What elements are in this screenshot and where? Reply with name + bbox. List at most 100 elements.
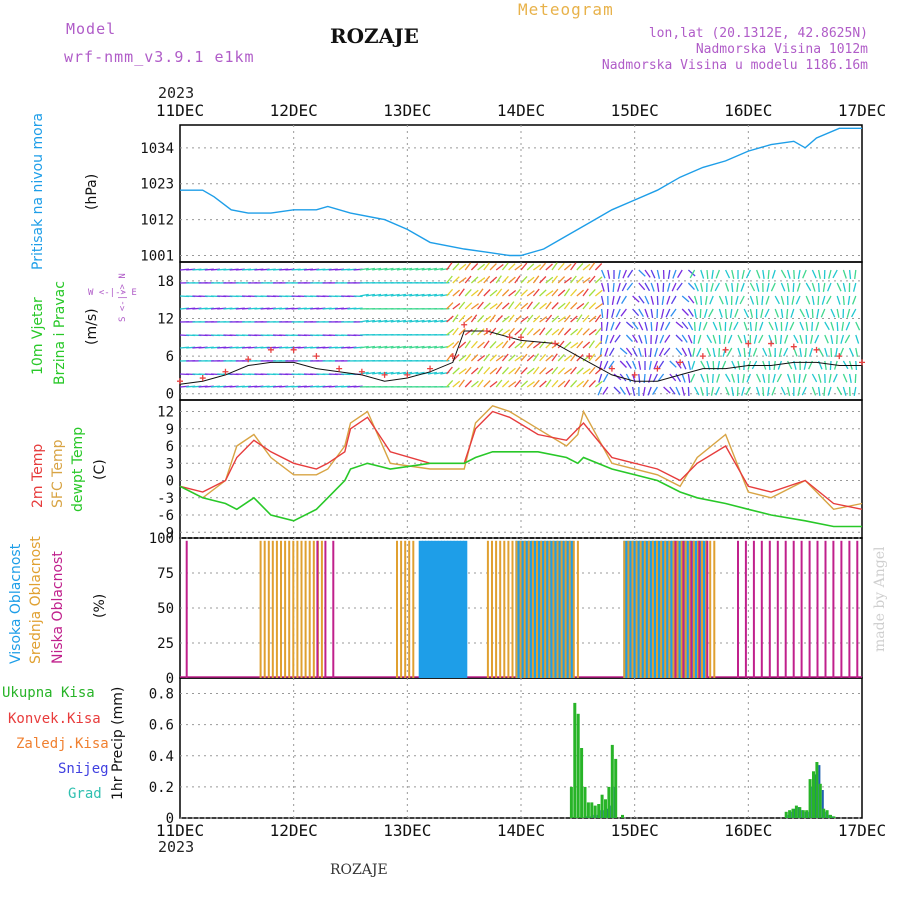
wind-barb — [785, 321, 789, 331]
wind-barb — [650, 308, 654, 319]
wind-barb — [755, 386, 761, 396]
wind-barb — [625, 360, 632, 369]
wind-barb — [644, 334, 648, 345]
wind-barb — [761, 295, 764, 306]
wind-barb — [631, 360, 637, 370]
legend-grad: Grad — [68, 786, 102, 802]
wind-barb — [594, 263, 603, 271]
wind-barb — [616, 295, 621, 305]
cloud-bar — [300, 540, 303, 678]
y-tick-label: 0.4 — [149, 749, 174, 765]
wind-barb — [594, 276, 603, 284]
wind-barb — [797, 386, 801, 396]
wind-barb — [604, 347, 609, 357]
cloud-bar — [693, 540, 698, 678]
model-name: wrf-nmm_v3.9.1 e1km — [64, 48, 255, 66]
wind-barb — [608, 360, 615, 369]
wind-barb — [836, 282, 842, 292]
wind-barb — [514, 301, 522, 310]
wind-barb — [576, 262, 584, 271]
wind-barb — [576, 367, 584, 375]
wind-barb — [745, 269, 751, 279]
wind-barb — [409, 345, 419, 349]
wind-barb — [751, 360, 758, 370]
wind-barb — [827, 386, 832, 396]
wind-barb — [570, 328, 579, 336]
wind-barb — [702, 321, 708, 331]
cloud-bar — [421, 540, 426, 678]
wind-barb — [852, 282, 857, 292]
wind-gust-marker — [177, 378, 183, 385]
cloud-bar — [400, 540, 403, 678]
x-tick-label-bottom: 17DEC — [838, 821, 886, 840]
wind-barb — [748, 347, 752, 357]
wind-barb — [836, 308, 840, 318]
wind-barb — [700, 295, 703, 306]
wind-barb — [663, 386, 671, 394]
wind-barb — [625, 321, 634, 329]
wind-barb — [520, 380, 529, 388]
wind-barb — [647, 386, 652, 396]
wind-barb — [446, 315, 454, 323]
wind-barb — [842, 373, 848, 383]
wind-barb — [687, 386, 690, 397]
wind-gust-marker — [381, 371, 388, 378]
wind-barb — [520, 327, 527, 336]
wind-barb — [446, 379, 454, 388]
cloud-bar — [412, 540, 415, 678]
wind-barb — [734, 308, 739, 318]
wind-barb — [749, 295, 755, 305]
wind-barb — [822, 282, 826, 293]
cloud-bar — [408, 540, 411, 678]
wind-barb — [557, 340, 565, 349]
cloud-bar — [564, 540, 567, 678]
wind-barb — [783, 347, 789, 357]
cloud-bar — [668, 540, 671, 678]
cloud-bar — [453, 540, 458, 678]
cloud-bar — [280, 540, 282, 678]
wind-barb — [557, 380, 566, 388]
cloud-bar — [486, 540, 489, 678]
wind-barb — [681, 347, 688, 357]
wind-barb — [666, 295, 671, 305]
wind-barb — [526, 276, 535, 284]
wind-barb — [724, 295, 729, 305]
wind-barb — [767, 269, 770, 280]
cloud-bar — [688, 540, 691, 678]
wind-barb — [452, 340, 460, 349]
wind-barb — [539, 302, 547, 310]
cloud-bar — [692, 540, 695, 678]
cloud-bar — [447, 540, 452, 678]
wind-barb — [545, 301, 552, 310]
wind-barb — [359, 267, 369, 271]
wind-barb — [805, 295, 811, 305]
wind-barb — [514, 275, 521, 284]
wind-barb — [477, 328, 485, 336]
wind-barb — [687, 373, 691, 383]
y-tick-label: 0 — [166, 474, 174, 490]
wind-barb — [483, 366, 491, 375]
wind-barb — [495, 366, 503, 375]
wind-barb — [446, 353, 453, 362]
wind-barb — [749, 308, 754, 318]
cloud-bar — [552, 540, 555, 678]
cloud-bar — [697, 540, 699, 678]
wind-barb — [793, 334, 799, 344]
x-tick-label-top: 12DEC — [270, 101, 318, 120]
wind-barb — [689, 269, 696, 279]
wind-barb — [607, 282, 610, 293]
cloud-bar — [275, 540, 278, 678]
y-tick-label: 1012 — [140, 213, 174, 229]
wind-barb — [609, 334, 615, 344]
precip-total-bar — [791, 808, 795, 818]
wind-barb — [638, 308, 644, 318]
wind-barb — [681, 321, 689, 330]
wind-barb — [824, 360, 827, 371]
wind-barb — [832, 269, 838, 279]
wind-barb — [799, 321, 805, 331]
wind-barb — [823, 386, 826, 397]
wind-barb — [666, 282, 671, 292]
wind-barb — [606, 308, 609, 319]
wind-gust-marker — [859, 359, 865, 366]
wind-barb — [489, 263, 497, 271]
